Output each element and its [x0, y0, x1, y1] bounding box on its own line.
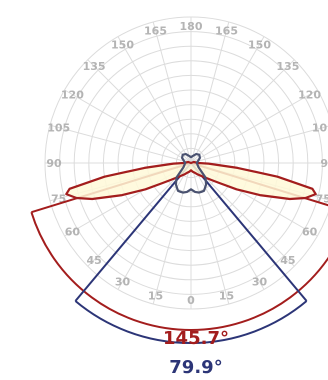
- grid-spoke: [117, 36, 192, 164]
- grid-spoke: [190, 59, 295, 164]
- beam-angle-label-blue: 79.9°: [169, 357, 222, 378]
- angle-tick-label: 120: [61, 89, 84, 102]
- angle-tick-label: 60: [302, 226, 318, 239]
- angle-tick-label: 135: [276, 60, 299, 73]
- angle-tick-label: 45: [280, 254, 295, 267]
- beam-arc: [30, 211, 328, 332]
- grid-spoke: [190, 162, 230, 305]
- angle-tick-label: 30: [115, 276, 131, 289]
- angle-tick-label: 15: [148, 289, 163, 302]
- grid-spoke: [190, 21, 230, 164]
- polar-grid: [44, 16, 328, 310]
- angle-tick-label: 105: [47, 122, 70, 135]
- grid-spoke: [190, 162, 265, 290]
- angle-tick-label: 15: [219, 289, 234, 302]
- beam-angle-label-red: 145.7°: [163, 328, 229, 349]
- grid-spoke: [190, 125, 328, 164]
- angle-tick-label: 150: [111, 38, 134, 51]
- angle-tick-label: 180: [180, 20, 203, 33]
- angle-tick-label: 105: [312, 122, 328, 135]
- angle-tick-label: 90: [46, 157, 62, 170]
- grid-spoke: [190, 36, 265, 164]
- grid-spoke: [152, 162, 192, 305]
- angle-tick-label: 165: [215, 25, 238, 38]
- angle-tick-label: 120: [298, 89, 321, 102]
- angle-tick-label: 135: [83, 60, 106, 73]
- angle-tick-label: 0: [187, 294, 195, 307]
- grid-spoke: [190, 89, 318, 164]
- grid-spoke: [49, 124, 192, 164]
- angle-tick-label: 45: [86, 254, 101, 267]
- angle-tick-label: 150: [248, 38, 271, 51]
- grid-spoke: [87, 59, 192, 164]
- grid-spoke: [87, 162, 192, 267]
- intensity-curves: [65, 153, 317, 201]
- beam-line-right: [190, 162, 308, 302]
- angle-tick-label: 30: [252, 276, 268, 289]
- grid-spoke: [117, 162, 192, 290]
- intensity-curve-red: [65, 160, 317, 201]
- angle-tick-label: 60: [65, 226, 81, 239]
- angle-tick-labels: 0153045607590105120135150165180165150135…: [46, 20, 328, 307]
- intensity-curve-blue: [174, 153, 208, 194]
- angle-tick-label: 90: [320, 157, 328, 170]
- beam-arc: [74, 300, 308, 344]
- beam-line-left: [74, 162, 192, 302]
- angle-tick-label: 165: [144, 25, 167, 38]
- grid-spoke: [64, 89, 192, 164]
- grid-spoke: [152, 21, 192, 164]
- grid-spoke: [190, 162, 295, 267]
